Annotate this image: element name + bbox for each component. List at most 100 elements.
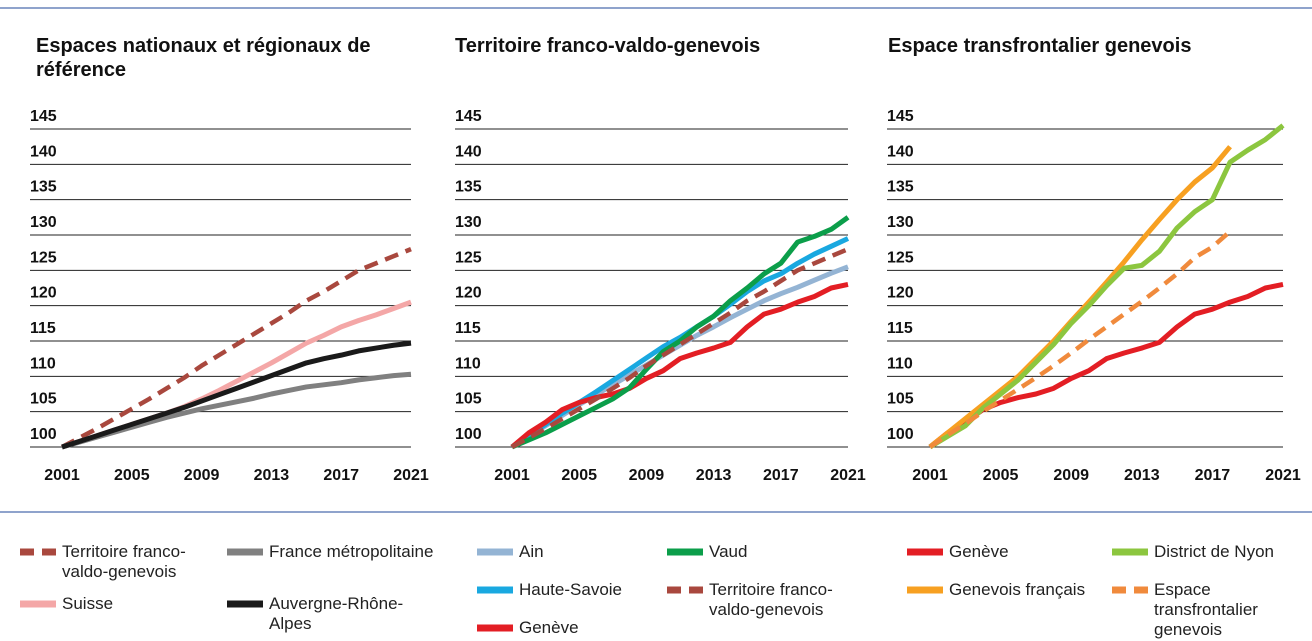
y-tick-label: 135 xyxy=(30,179,57,196)
x-tick-label: 2013 xyxy=(696,467,732,484)
legend-swatch xyxy=(477,548,513,556)
series-line xyxy=(61,371,412,450)
chart-title: Espaces nationaux et régionaux de référe… xyxy=(36,35,371,81)
y-tick-label: 130 xyxy=(887,214,914,231)
legend-label: Ain xyxy=(519,542,544,561)
legend-label: Haute-Savoie xyxy=(519,580,623,599)
series-line xyxy=(60,247,412,449)
y-tick-label: 125 xyxy=(30,249,57,266)
x-tick-label: 2005 xyxy=(561,467,597,484)
y-tick-label: 120 xyxy=(30,285,57,302)
legend-item: Territoire franco-valdo-genevois xyxy=(665,580,859,620)
y-tick-label: 100 xyxy=(30,426,57,443)
y-tick-label: 105 xyxy=(30,391,57,408)
legend-swatch xyxy=(20,548,56,556)
y-tick-label: 145 xyxy=(30,108,57,125)
legend-swatch xyxy=(477,624,513,632)
y-tick-label: 140 xyxy=(887,143,914,160)
legend-item: Suisse xyxy=(18,594,212,614)
y-tick-label: 115 xyxy=(455,320,481,337)
legend-item: Genève xyxy=(905,542,1119,562)
x-tick-label: 2005 xyxy=(114,467,150,484)
x-tick-label: 2017 xyxy=(323,467,359,484)
legend-swatch xyxy=(477,586,513,594)
y-tick-label: 125 xyxy=(455,249,482,266)
y-tick-label: 120 xyxy=(455,285,482,302)
y-tick-label: 100 xyxy=(455,426,482,443)
legend-label: Territoire franco-valdo-genevois xyxy=(62,542,186,581)
series-line xyxy=(928,282,1284,449)
y-tick-label: 135 xyxy=(455,179,482,196)
y-tick-label: 140 xyxy=(30,143,57,160)
legend-swatch xyxy=(1112,548,1148,556)
x-tick-label: 2009 xyxy=(1053,467,1089,484)
legend-label: Genève xyxy=(519,618,579,637)
legend-swatch xyxy=(20,600,56,608)
y-tick-label: 120 xyxy=(887,285,914,302)
legend-swatch xyxy=(667,548,703,556)
series-line xyxy=(928,229,1232,449)
legend-item: Genevois français xyxy=(905,580,1119,600)
y-tick-label: 110 xyxy=(455,355,481,372)
legend-swatch xyxy=(907,586,943,594)
legend-item: France métropolitaine xyxy=(225,542,469,562)
y-tick-label: 145 xyxy=(455,108,482,125)
series-line xyxy=(61,340,412,450)
x-tick-label: 2009 xyxy=(184,467,220,484)
y-tick-label: 140 xyxy=(455,143,482,160)
legend-label: Territoire franco-valdo-genevois xyxy=(709,580,833,619)
x-tick-label: 2017 xyxy=(763,467,799,484)
y-tick-label: 135 xyxy=(887,179,914,196)
legend-item: Haute-Savoie xyxy=(475,580,669,600)
chart-title: Espace transfrontalier genevois xyxy=(888,35,1192,57)
x-tick-label: 2005 xyxy=(983,467,1019,484)
y-tick-label: 105 xyxy=(887,391,914,408)
legend-item: Genève xyxy=(475,618,669,638)
y-tick-label: 105 xyxy=(455,391,482,408)
x-tick-label: 2001 xyxy=(44,467,80,484)
legend-label: Auvergne-Rhône-Alpes xyxy=(269,594,404,633)
x-tick-label: 2001 xyxy=(912,467,948,484)
legend-item: Territoire franco-valdo-genevois xyxy=(18,542,212,582)
series-line xyxy=(511,215,850,450)
x-tick-label: 2009 xyxy=(629,467,665,484)
series-line xyxy=(510,282,849,449)
y-tick-label: 130 xyxy=(30,214,57,231)
legend-item: District de Nyon xyxy=(1110,542,1312,562)
series-line xyxy=(928,145,1232,449)
y-tick-label: 145 xyxy=(887,108,914,125)
x-tick-label: 2021 xyxy=(830,467,866,484)
legend-item: Auvergne-Rhône-Alpes xyxy=(225,594,444,634)
chart-title: Territoire franco-valdo-genevois xyxy=(455,35,761,57)
legend-label: Genevois français xyxy=(949,580,1086,599)
x-tick-label: 2017 xyxy=(1195,467,1231,484)
y-tick-label: 115 xyxy=(887,320,913,337)
x-tick-label: 2021 xyxy=(1265,467,1301,484)
legend-label: Suisse xyxy=(62,594,114,613)
legend-label: Vaud xyxy=(709,542,748,561)
series-line xyxy=(928,123,1285,450)
legend-label: Genève xyxy=(949,542,1009,561)
legend-swatch xyxy=(667,586,703,594)
y-tick-label: 125 xyxy=(887,249,914,266)
x-tick-label: 2013 xyxy=(1124,467,1160,484)
y-tick-label: 130 xyxy=(455,214,482,231)
series-line xyxy=(61,299,412,450)
legend-swatch xyxy=(227,548,263,556)
legend-swatch xyxy=(1112,586,1148,594)
legend-item: Vaud xyxy=(665,542,859,562)
y-tick-label: 115 xyxy=(30,320,56,337)
y-tick-label: 110 xyxy=(30,355,56,372)
legend-label: France métropolitaine xyxy=(269,542,434,561)
x-tick-label: 2001 xyxy=(494,467,530,484)
legend-swatch xyxy=(907,548,943,556)
legend-swatch xyxy=(227,600,263,608)
legend-label: District de Nyon xyxy=(1154,542,1274,561)
legend-label: Espace transfrontalier genevois xyxy=(1154,580,1258,639)
x-tick-label: 2013 xyxy=(254,467,290,484)
legend-item: Ain xyxy=(475,542,669,562)
legend-item: Espace transfrontalier genevois xyxy=(1110,580,1289,640)
y-tick-label: 110 xyxy=(887,355,913,372)
